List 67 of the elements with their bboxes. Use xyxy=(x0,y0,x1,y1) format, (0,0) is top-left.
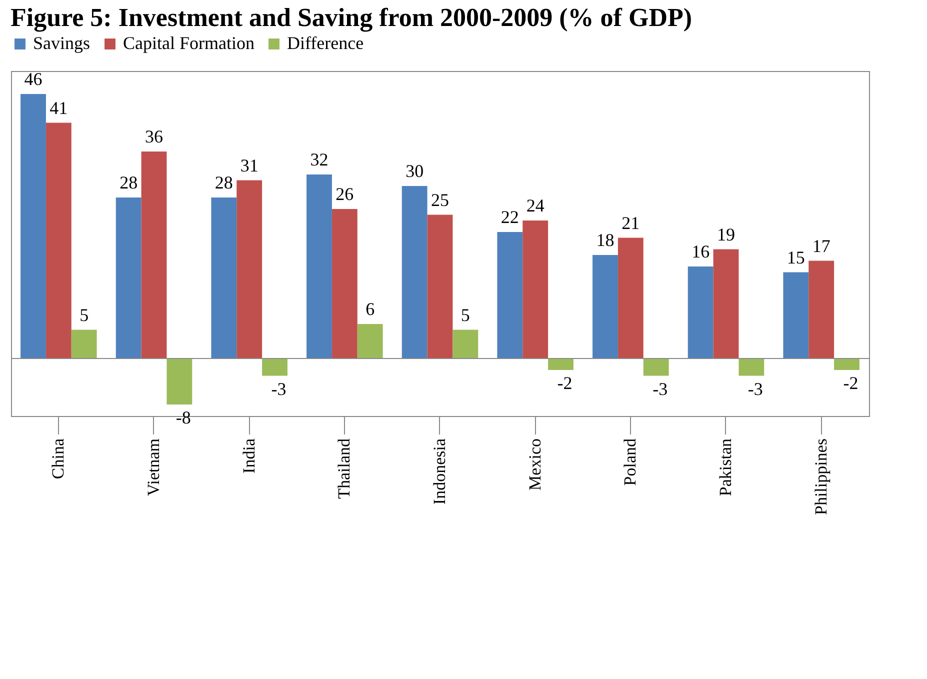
x-tick-label: Vietnam xyxy=(144,438,163,496)
data-label: -8 xyxy=(176,408,191,428)
bar xyxy=(306,174,332,358)
x-tick-label: India xyxy=(239,438,258,474)
bar xyxy=(357,324,383,358)
data-label: 46 xyxy=(24,69,42,89)
bar xyxy=(738,358,764,376)
bar xyxy=(452,330,478,358)
bar xyxy=(643,358,669,376)
data-label: 22 xyxy=(500,207,519,227)
bar xyxy=(71,330,97,358)
x-tick-label: Pakistan xyxy=(716,438,735,496)
bar xyxy=(262,358,288,376)
x-tick-label: Mexico xyxy=(525,438,544,490)
x-tick-label: Thailand xyxy=(334,438,354,499)
data-label: 21 xyxy=(622,212,640,233)
bar xyxy=(522,220,548,358)
bar xyxy=(20,94,46,358)
data-label: 28 xyxy=(214,172,233,192)
bar xyxy=(166,358,192,404)
data-label: 5 xyxy=(80,304,89,325)
bar xyxy=(141,152,167,358)
bar xyxy=(713,249,739,358)
bar xyxy=(427,214,453,358)
bar xyxy=(592,255,618,358)
data-label: 15 xyxy=(786,247,805,268)
data-label: 32 xyxy=(310,150,328,170)
data-label: 36 xyxy=(145,126,163,146)
bar xyxy=(211,198,237,358)
data-label: -3 xyxy=(652,378,668,399)
data-label: -3 xyxy=(748,378,763,399)
data-label: 18 xyxy=(596,230,614,250)
legend-label: Capital Formation xyxy=(123,33,254,53)
chart-title: Figure 5: Investment and Saving from 2000-2009 (% of GDP) xyxy=(10,3,692,32)
data-label: -2 xyxy=(843,373,858,393)
bar xyxy=(548,358,574,370)
data-label: 31 xyxy=(240,155,258,176)
data-label: 28 xyxy=(120,172,138,192)
data-label: 17 xyxy=(812,236,830,256)
bar xyxy=(402,186,428,358)
x-tick-label: Indonesia xyxy=(430,438,449,505)
data-label: 41 xyxy=(50,98,68,118)
data-label: 25 xyxy=(431,190,449,210)
x-tick-label: China xyxy=(48,438,68,480)
bar xyxy=(783,272,809,358)
data-label: 30 xyxy=(406,161,424,181)
bar xyxy=(116,198,142,358)
legend-label: Savings xyxy=(33,33,90,53)
bar xyxy=(236,180,262,358)
data-label: 6 xyxy=(366,299,375,319)
data-label: -2 xyxy=(557,373,572,393)
bar xyxy=(808,260,834,358)
data-label: 19 xyxy=(717,224,735,244)
bar xyxy=(834,358,860,370)
x-tick-label: Poland xyxy=(620,438,640,486)
data-label: -3 xyxy=(271,378,286,399)
bar xyxy=(618,238,644,358)
data-label: 24 xyxy=(526,196,544,216)
bar xyxy=(332,209,358,358)
bar xyxy=(497,232,523,358)
legend-label: Difference xyxy=(287,33,364,53)
data-label: 16 xyxy=(692,242,710,262)
x-tick-label: Philippines xyxy=(811,438,830,516)
bar xyxy=(688,266,714,358)
data-label: 26 xyxy=(336,184,354,204)
bar xyxy=(46,122,72,358)
data-label: 5 xyxy=(460,304,470,325)
